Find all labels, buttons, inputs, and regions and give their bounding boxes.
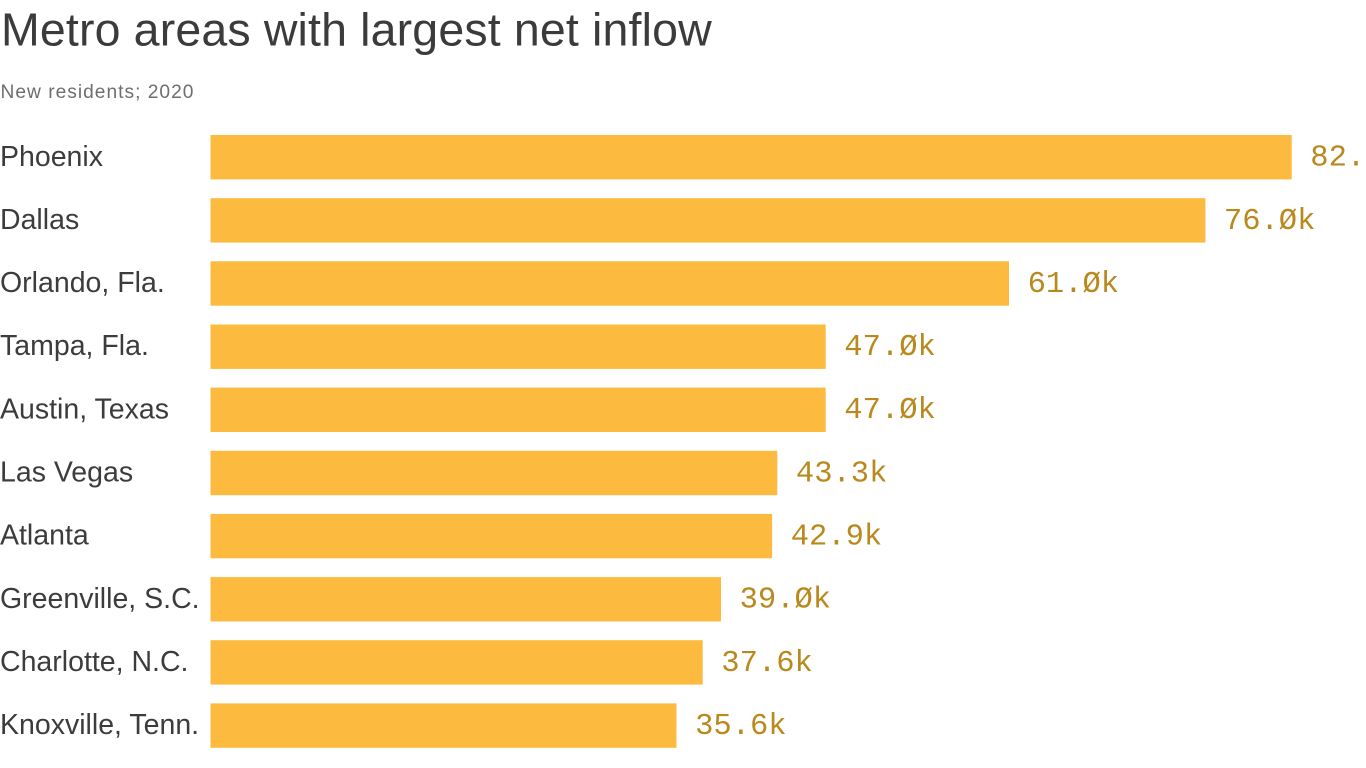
svg-text:Knoxville, Tenn.: Knoxville, Tenn. (0, 709, 199, 741)
svg-text:Tampa, Fla.: Tampa, Fla. (0, 330, 149, 362)
svg-text:Austin, Texas: Austin, Texas (0, 393, 169, 425)
svg-text:New residents; 2020: New residents; 2020 (1, 82, 195, 103)
svg-text:76.Øk: 76.Øk (1224, 205, 1316, 239)
svg-text:39.Øk: 39.Øk (740, 584, 832, 618)
svg-text:42.9k: 42.9k (791, 521, 883, 555)
svg-text:Charlotte, N.C.: Charlotte, N.C. (0, 646, 188, 678)
svg-text:82.6k: 82.6k (1310, 142, 1366, 176)
svg-text:47.Øk: 47.Øk (844, 331, 936, 365)
svg-text:Greenville, S.C.: Greenville, S.C. (0, 583, 200, 615)
svg-text:35.6k: 35.6k (695, 710, 787, 744)
svg-text:43.3k: 43.3k (796, 457, 888, 491)
svg-text:61.Øk: 61.Øk (1028, 268, 1120, 302)
svg-text:Las Vegas: Las Vegas (0, 457, 133, 489)
svg-text:47.Øk: 47.Øk (844, 394, 936, 428)
svg-text:Phoenix: Phoenix (0, 141, 103, 173)
svg-text:Atlanta: Atlanta (0, 520, 89, 552)
svg-text:37.6k: 37.6k (721, 647, 813, 681)
svg-text:Orlando, Fla.: Orlando, Fla. (0, 267, 165, 299)
svg-text:Dallas: Dallas (0, 204, 79, 236)
svg-text:Metro areas with largest net i: Metro areas with largest net inflow (1, 4, 712, 56)
